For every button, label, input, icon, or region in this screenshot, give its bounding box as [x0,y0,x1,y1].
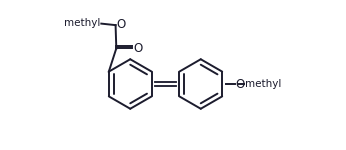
Text: methyl: methyl [64,18,100,28]
Text: O: O [117,18,126,31]
Text: methyl: methyl [245,79,281,89]
Text: O: O [133,42,142,55]
Text: O: O [235,78,244,90]
